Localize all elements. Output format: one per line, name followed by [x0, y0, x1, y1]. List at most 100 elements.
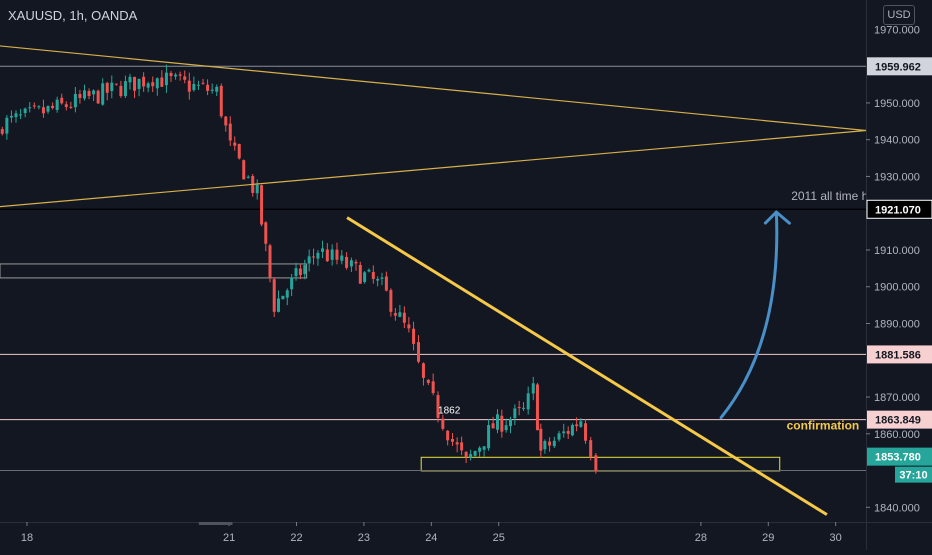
candle-body-21 — [96, 90, 100, 104]
candle-body-120 — [543, 441, 547, 450]
y-tick-label-top: 1970.000 — [874, 24, 920, 36]
candle-body-56 — [255, 184, 259, 194]
y-tick-label: 1870.000 — [874, 392, 920, 404]
candle-body-57 — [260, 185, 264, 225]
candle-body-25 — [114, 83, 118, 85]
time-axis: 18 21 22 23 24 25 28 29 30 — [21, 522, 842, 544]
symbol-title: XAUUSD, 1h, OANDA — [8, 8, 138, 23]
candle-body-92 — [417, 342, 421, 362]
candle-body-110 — [500, 415, 504, 432]
x-tick-label: 22 — [290, 532, 302, 544]
candle-body-40 — [183, 76, 187, 80]
candle-body-77 — [349, 260, 353, 267]
candle-body-113 — [513, 408, 517, 419]
candle-body-18 — [82, 90, 86, 99]
candle-body-0 — [0, 129, 4, 134]
trendline-triangle-lower — [0, 129, 866, 208]
candle-body-63 — [285, 290, 289, 298]
price-label-bg-1959.962 — [867, 57, 932, 76]
candle-body-123 — [557, 433, 561, 440]
candle-body-47 — [215, 86, 219, 92]
candle-body-102 — [464, 451, 468, 458]
x-tick-label: 28 — [695, 532, 707, 544]
candle-body-41 — [187, 80, 191, 92]
x-tick-label: 25 — [493, 532, 505, 544]
candle-body-64 — [290, 277, 294, 290]
x-tick-label: 29 — [762, 532, 774, 544]
y-tick-label: 1930.000 — [874, 171, 920, 183]
x-tick-label: 24 — [425, 532, 437, 544]
candle-body-88 — [398, 312, 402, 317]
candle-body-129 — [584, 423, 588, 441]
resistance-box — [0, 263, 308, 279]
candle-body-45 — [206, 84, 210, 91]
candle-body-127 — [575, 424, 579, 427]
candle-body-103 — [469, 454, 473, 458]
candle-body-59 — [268, 245, 272, 278]
currency-button[interactable]: USD — [883, 5, 915, 25]
time-scrollbar — [198, 522, 233, 525]
candle-body-85 — [384, 276, 388, 291]
candle-body-51 — [233, 142, 237, 146]
candle-body-61 — [277, 298, 281, 312]
candle-body-68 — [307, 256, 311, 264]
countdown-label: 37:10 — [899, 470, 927, 482]
candle-body-62 — [281, 295, 285, 300]
candle-body-14 — [64, 104, 68, 108]
price-label-bg-1853.780 — [867, 447, 932, 466]
candle-body-30 — [137, 78, 141, 89]
candle-body-1 — [5, 117, 9, 134]
candle-body-28 — [128, 76, 132, 83]
candle-body-5 — [23, 108, 27, 114]
candle-body-107 — [487, 425, 491, 449]
candle-body-69 — [312, 256, 316, 258]
candle-body-74 — [335, 249, 339, 260]
price-label-1881.586: 1881.586 — [875, 349, 921, 361]
candle-body-66 — [298, 268, 302, 276]
candle-body-75 — [340, 255, 344, 261]
candle-body-126 — [570, 424, 574, 436]
candle-body-4 — [19, 114, 23, 116]
candle-body-76 — [345, 256, 349, 268]
y-tick-label: 1900.000 — [874, 282, 920, 294]
candle-body-122 — [552, 440, 556, 447]
candle-body-48 — [219, 85, 223, 117]
candle-body-70 — [316, 252, 320, 259]
candle-body-79 — [358, 264, 362, 284]
price-axis: 1950.000 1940.000 1930.000 1910.000 1900.000… — [866, 24, 932, 514]
projection-arrow-head — [763, 210, 791, 225]
candle-body-72 — [325, 249, 329, 262]
candle-body-38 — [174, 74, 178, 77]
candle-body-91 — [412, 328, 416, 344]
candle-body-33 — [151, 82, 155, 87]
candle-body-27 — [123, 81, 127, 97]
candle-body-3 — [14, 113, 18, 118]
candle-body-60 — [272, 279, 276, 312]
candle-body-53 — [242, 160, 246, 180]
price-label-bg-1921.070 — [866, 199, 932, 219]
candle-body-131 — [594, 455, 598, 472]
candle-body-109 — [496, 414, 500, 430]
trendline-descending — [346, 216, 828, 516]
trendline-triangle-upper — [0, 45, 866, 132]
price-label-bg-1881.586 — [867, 345, 932, 364]
y-tick-label: 1940.000 — [874, 135, 920, 147]
candle-body-116 — [526, 393, 530, 410]
ath-annotation: 2011 all time high — [791, 189, 884, 203]
price-label-1921.070: 1921.070 — [875, 204, 921, 216]
projection-arrow — [719, 210, 779, 420]
candle-body-24 — [110, 82, 114, 92]
candle-body-26 — [119, 85, 123, 97]
candle-body-44 — [201, 82, 205, 84]
candle-body-83 — [376, 279, 380, 281]
candle-body-49 — [224, 116, 228, 126]
confirmation-annotation: confirmation — [787, 418, 860, 432]
candle-body-97 — [441, 418, 445, 429]
candle-body-34 — [155, 78, 159, 89]
candle-body-65 — [294, 268, 298, 277]
candle-body-9 — [41, 107, 45, 114]
countdown-bg — [895, 466, 932, 483]
plot-layer: 2011 all time high 1862 confirmation — [0, 45, 884, 516]
